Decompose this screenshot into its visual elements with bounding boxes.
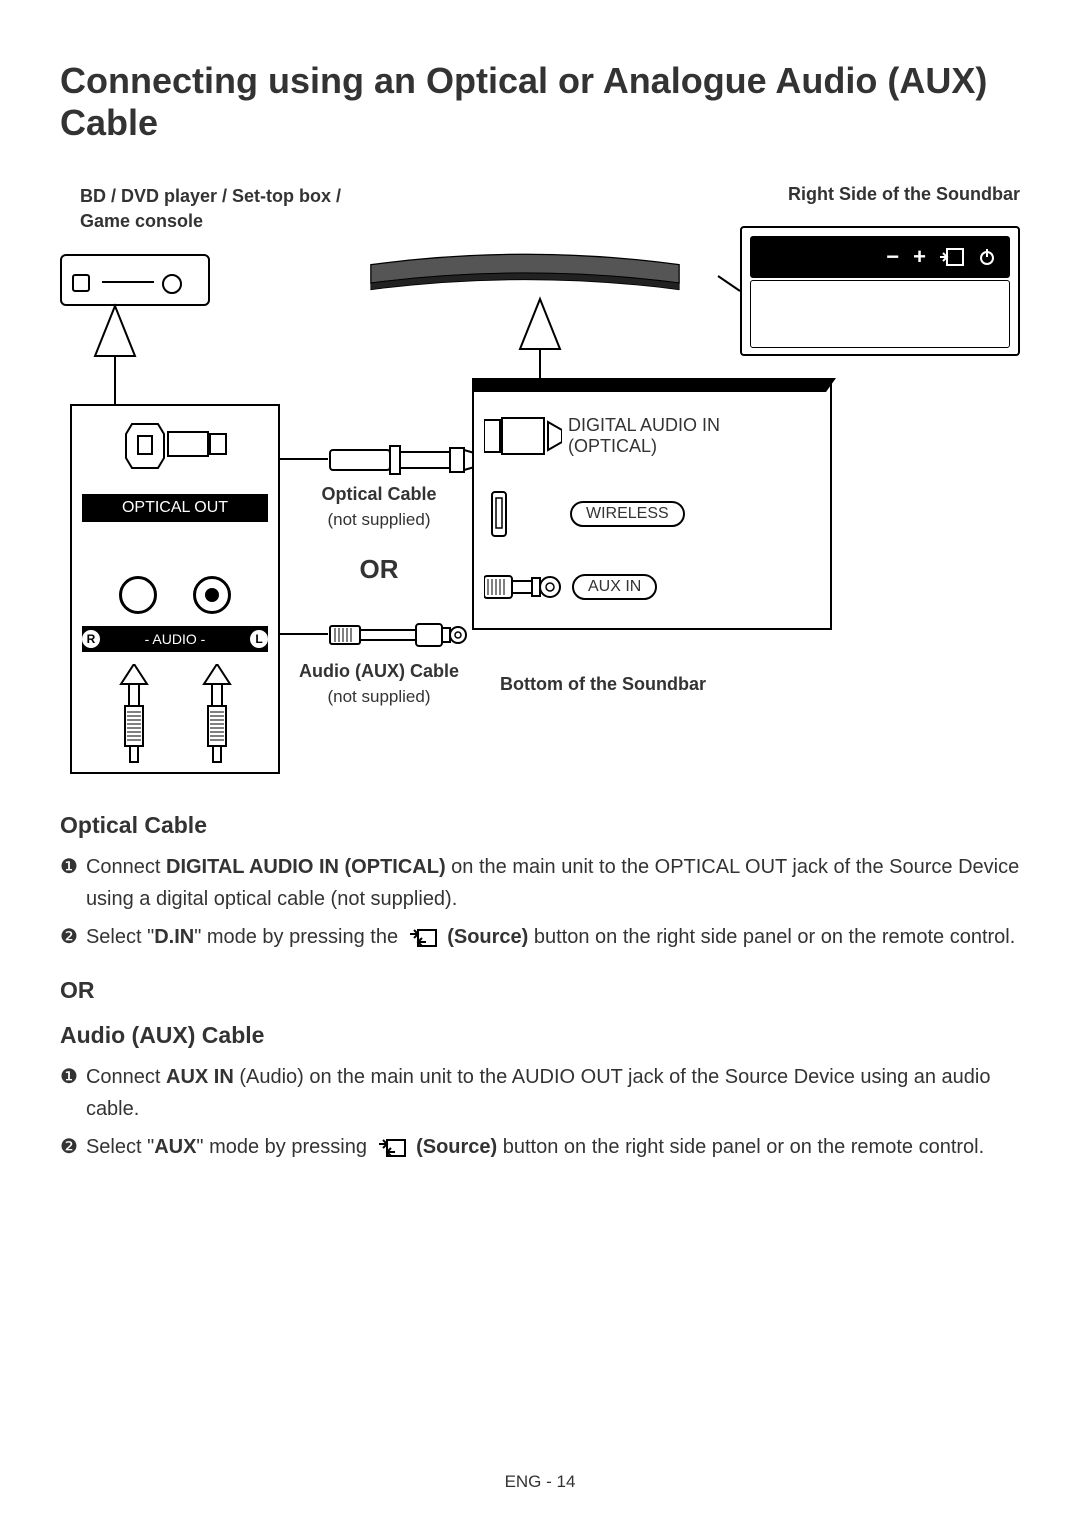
source-ports-panel: OPTICAL OUT R - AUDIO - L (70, 404, 280, 774)
soundbar-bottom-panel: DIGITAL AUDIO IN (OPTICAL) WIRELESS AUX … (472, 378, 832, 630)
digital-audio-in-label: DIGITAL AUDIO IN (OPTICAL) (568, 415, 720, 457)
or-divider: OR (60, 977, 1020, 1004)
aux-step-2: ❷ Select "AUX" mode by pressing (Source)… (60, 1131, 1020, 1163)
or-label: OR (295, 554, 463, 585)
instructions-section: Optical Cable ❶ Connect DIGITAL AUDIO IN… (60, 812, 1020, 1163)
audio-rl-label: R - AUDIO - L (82, 626, 268, 652)
aux-cable-heading: Audio (AUX) Cable (60, 1022, 1020, 1049)
aux-in-label: AUX IN (572, 574, 657, 600)
connection-diagram: BD / DVD player / Set-top box / Game con… (60, 184, 1020, 774)
optical-in-port-icon (484, 412, 562, 460)
bottom-soundbar-label: Bottom of the Soundbar (500, 674, 706, 695)
rca-plug-icon (202, 664, 232, 764)
rca-l-port-icon (193, 576, 231, 614)
optical-cable-heading: Optical Cable (60, 812, 1020, 839)
step-number-icon: ❶ (60, 1061, 78, 1093)
aux-in-port-icon (484, 572, 562, 602)
page-title: Connecting using an Optical or Analogue … (60, 60, 1020, 144)
optical-out-label: OPTICAL OUT (82, 494, 268, 522)
step-number-icon: ❷ (60, 1131, 78, 1163)
r-indicator: R (82, 630, 100, 648)
step-number-icon: ❶ (60, 851, 78, 883)
wireless-port-icon (484, 490, 514, 538)
rca-plug-icon (119, 664, 149, 764)
step-number-icon: ❷ (60, 921, 78, 953)
l-indicator: L (250, 630, 268, 648)
optical-step-1: ❶ Connect DIGITAL AUDIO IN (OPTICAL) on … (60, 851, 1020, 915)
source-icon (377, 1138, 407, 1158)
wireless-label: WIRELESS (570, 501, 685, 527)
aux-step-1: ❶ Connect AUX IN (Audio) on the main uni… (60, 1061, 1020, 1125)
aux-cable-label: Audio (AUX) Cable (not supplied) (295, 659, 463, 709)
rca-r-port-icon (119, 576, 157, 614)
page-number: ENG - 14 (0, 1472, 1080, 1492)
optical-step-2: ❷ Select "D.IN" mode by pressing the (So… (60, 921, 1020, 953)
optical-out-port-icon (120, 418, 230, 470)
optical-cable-label: Optical Cable (not supplied) (295, 482, 463, 532)
source-icon (408, 928, 438, 948)
